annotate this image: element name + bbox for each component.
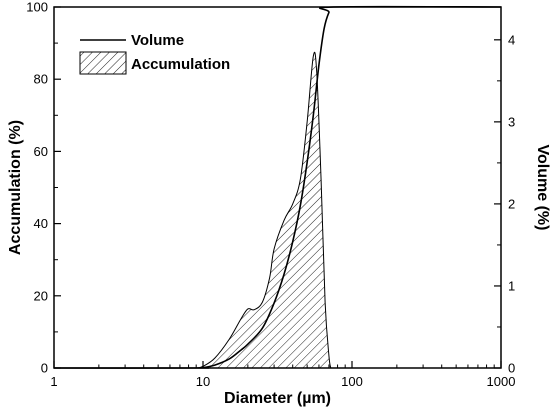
legend-label-accumulation: Accumulation [131,56,230,73]
y-left-tick-label: 0 [41,361,48,376]
x-tick-label: 1000 [487,374,516,389]
y-left-tick-label: 20 [34,288,48,303]
y-left-tick-label: 100 [26,0,48,15]
y-axis-right-title: Volume (%) [534,145,550,231]
y-right-tick-label: 2 [508,196,515,211]
plot-area [53,5,502,369]
x-tick-label: 1 [50,374,57,389]
y-left-tick-label: 40 [34,216,48,231]
x-axis-ticks: 1 10 100 1000 [50,361,515,389]
y-right-tick-label: 4 [508,32,515,47]
y-left-tick-label: 80 [34,72,48,87]
y-axis-left-ticks: 0 20 40 60 80 100 [26,0,61,376]
accumulation-area [196,51,332,369]
x-tick-label: 100 [341,374,363,389]
y-right-tick-label: 1 [508,278,515,293]
volume-line [53,5,502,369]
legend-swatch-accumulation [79,51,127,75]
x-tick-label: 10 [196,374,210,389]
legend: Volume Accumulation [79,32,230,75]
y-axis-right-ticks: 0 1 2 3 4 [494,32,515,376]
y-right-tick-label: 0 [508,361,515,376]
x-axis-title: Diameter (µm) [224,390,331,407]
y-left-tick-label: 60 [34,144,48,159]
y-axis-left-title: Accumulation (%) [7,120,24,255]
y-right-tick-label: 3 [508,114,515,129]
legend-label-volume: Volume [131,32,184,49]
